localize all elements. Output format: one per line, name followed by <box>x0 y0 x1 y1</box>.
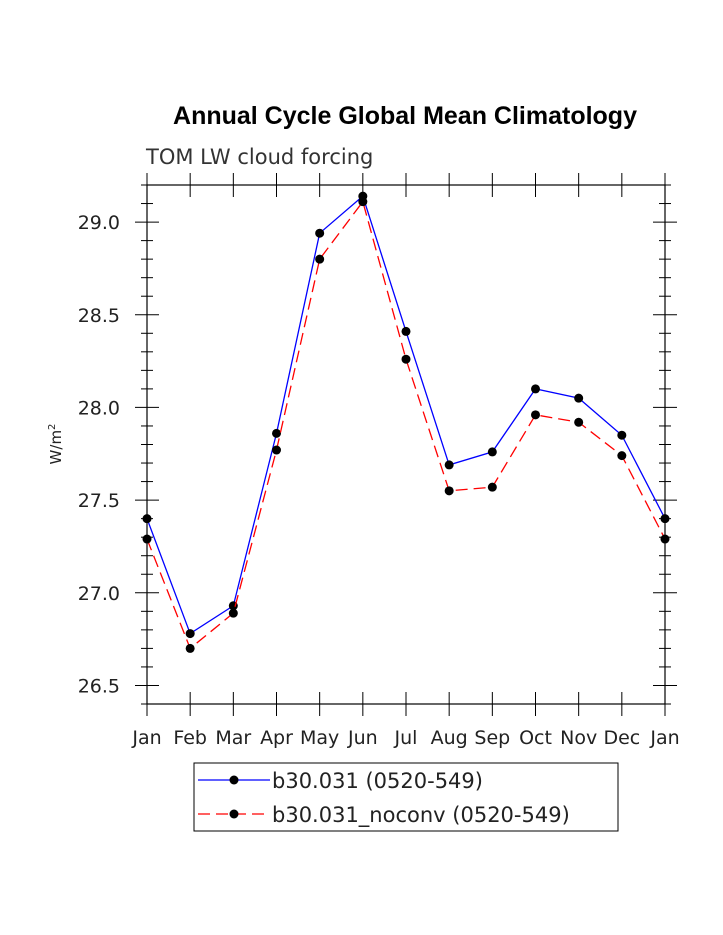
plot-area: Jan Feb Mar Apr May Jun Jul Aug Sep Oct Nov Dec Jan 2… <box>78 173 680 749</box>
x-tick-label: Feb <box>173 727 207 749</box>
x-tick-label: May <box>300 727 339 749</box>
series-2-point <box>272 445 281 455</box>
series-1-point <box>444 460 454 470</box>
legend-marker-2 <box>229 809 239 819</box>
series-2-point <box>228 608 238 618</box>
y-tick-label: 29.0 <box>78 212 120 234</box>
y-tick-label: 26.5 <box>78 675 120 697</box>
series-1-point <box>617 430 627 440</box>
series-2-point <box>531 410 540 420</box>
series-line-1 <box>146 194 666 635</box>
plot-frame <box>146 184 666 705</box>
x-tick-label: Apr <box>260 727 293 749</box>
series-2-point <box>315 254 325 264</box>
y-tick-label: 28.0 <box>78 397 120 419</box>
y-axis-label-unit: W/m <box>47 430 65 465</box>
series-1-point <box>660 514 670 524</box>
legend-box <box>193 762 619 832</box>
series-1-point <box>185 629 195 639</box>
series-1-point <box>487 447 497 457</box>
series-2-point <box>401 354 411 364</box>
series-1-point <box>401 326 411 336</box>
series-2-point <box>142 534 152 544</box>
x-tick-label: Dec <box>603 727 640 749</box>
series-1-point <box>574 393 584 403</box>
series-1-point <box>142 514 152 524</box>
x-tick-label: Nov <box>560 727 597 749</box>
legend-marker-1 <box>229 775 239 785</box>
x-tick-label: Jan <box>131 727 161 749</box>
series-2-point <box>487 482 497 492</box>
x-tick-label: Mar <box>215 727 251 749</box>
series-2-point <box>660 534 670 544</box>
x-tick-label: Sep <box>474 727 510 749</box>
x-tick-label: Jan <box>649 727 679 749</box>
x-tick-label: Jul <box>394 727 418 749</box>
y-tick-label: 27.0 <box>78 583 120 605</box>
legend-label-1: b30.031 (0520-549) <box>272 769 483 793</box>
series-line-2 <box>146 200 666 650</box>
series-1-point <box>272 428 281 438</box>
y-axis-label-superscript: 2 <box>47 424 58 430</box>
legend: b30.031 (0520-549) b30.031_noconv (0520-5… <box>193 762 619 832</box>
series-1-point <box>531 384 540 394</box>
y-tick-label: 28.5 <box>78 305 120 327</box>
chart-title: Annual Cycle Global Mean Climatology <box>173 102 637 130</box>
series-2-point <box>574 417 584 427</box>
x-tick-label: Oct <box>519 727 552 749</box>
series-2-point <box>444 486 454 496</box>
legend-label-2: b30.031_noconv (0520-549) <box>272 803 570 828</box>
y-axis-label: W/m2 <box>47 424 65 465</box>
series-1-point <box>315 228 325 238</box>
series-2-point <box>358 197 368 207</box>
x-tick-label: Jun <box>347 727 378 749</box>
series-2-point <box>617 451 627 461</box>
x-tick-label: Aug <box>431 727 468 749</box>
series-2-point <box>185 643 195 653</box>
y-tick-label: 27.5 <box>78 490 120 512</box>
chart-subtitle: TOM LW cloud forcing <box>145 145 373 169</box>
